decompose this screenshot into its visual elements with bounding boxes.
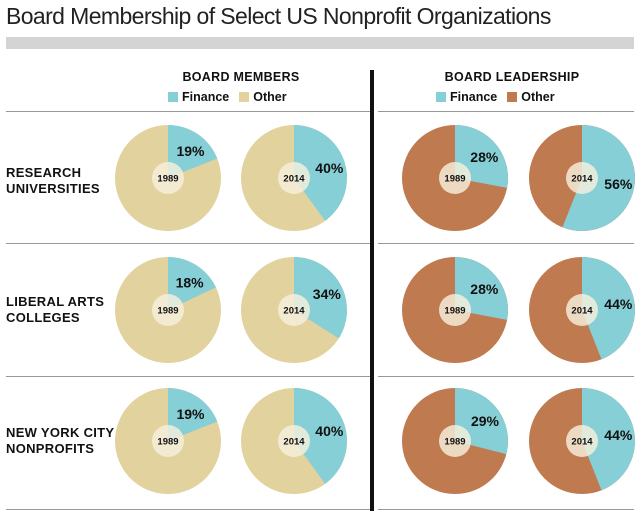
pie-center xyxy=(566,425,598,457)
pie-center xyxy=(439,425,471,457)
legend-item-other: Other xyxy=(507,90,555,104)
pie-year-label: 1989 xyxy=(157,306,178,317)
pie-2014: 2014 34% xyxy=(241,257,348,363)
pie-slice-finance xyxy=(562,125,635,231)
pie-finance-label: 40% xyxy=(315,423,344,439)
legend-board-leadership: Finance Other xyxy=(436,90,565,104)
legend-swatch-finance xyxy=(436,92,446,102)
pie-finance-label: 18% xyxy=(176,274,205,290)
legend-item-finance: Finance xyxy=(168,90,229,104)
legend-item-other: Other xyxy=(239,90,287,104)
pie-center xyxy=(152,162,184,194)
pie-finance-label: 44% xyxy=(604,296,633,312)
pie-year-label: 1989 xyxy=(444,174,465,185)
pie-year-label: 2014 xyxy=(571,306,593,317)
row-divider xyxy=(378,509,634,510)
row-label-line: NEW YORK CITY xyxy=(6,425,115,440)
pie-1989: 1989 18% xyxy=(115,257,221,363)
pie-slice-finance xyxy=(168,257,216,310)
pie-year-label: 1989 xyxy=(157,437,178,448)
pie-finance-label: 34% xyxy=(313,286,342,302)
legend-label: Finance xyxy=(182,90,230,104)
pie-slice-finance xyxy=(582,257,636,360)
pie-year-label: 2014 xyxy=(571,174,593,185)
pie-center xyxy=(566,294,598,326)
legend-board-members: Finance Other xyxy=(168,90,297,104)
pie-finance-label: 19% xyxy=(176,406,205,422)
pie-finance-label: 28% xyxy=(470,281,499,297)
pie-year-label: 2014 xyxy=(283,306,305,317)
row-divider xyxy=(6,243,370,244)
pie-center xyxy=(152,425,184,457)
pie-1989: 1989 19% xyxy=(115,388,221,494)
title-rule xyxy=(6,37,634,49)
pie-slice-finance xyxy=(294,388,348,484)
legend-swatch-finance xyxy=(168,92,178,102)
pie-year-label: 1989 xyxy=(157,174,178,185)
pie-year-label: 1989 xyxy=(444,306,465,317)
pie-finance-label: 19% xyxy=(176,143,205,159)
pie-2014: 2014 56% xyxy=(529,125,635,231)
row-label-line: NONPROFITS xyxy=(6,441,95,456)
group-title-board-members: BOARD MEMBERS xyxy=(182,70,300,84)
legend-label: Finance xyxy=(450,90,498,104)
pie-center xyxy=(278,162,310,194)
row-label-line: RESEARCH xyxy=(6,165,82,180)
pie-finance-label: 56% xyxy=(604,176,633,192)
pie-finance-label: 44% xyxy=(604,427,633,443)
pie-center xyxy=(278,425,310,457)
pie-1989: 1989 29% xyxy=(402,388,508,494)
row-label-liberal-arts-colleges: LIBERAL ARTS COLLEGES xyxy=(6,294,104,326)
row-divider xyxy=(6,509,370,510)
pie-year-label: 2014 xyxy=(571,437,593,448)
pie-center xyxy=(278,294,310,326)
pie-1989: 1989 19% xyxy=(115,124,221,231)
pie-2014: 2014 44% xyxy=(529,257,636,363)
row-label-line: COLLEGES xyxy=(6,310,80,325)
legend-item-finance: Finance xyxy=(436,90,497,104)
legend-label: Other xyxy=(253,90,287,104)
row-divider xyxy=(378,376,634,377)
row-divider xyxy=(378,243,634,244)
row-divider xyxy=(6,376,370,377)
pie-finance-label: 28% xyxy=(470,149,499,165)
row-label-nyc-nonprofits: NEW YORK CITY NONPROFITS xyxy=(6,425,114,457)
pie-2014: 2014 40% xyxy=(241,388,348,494)
pie-finance-label: 29% xyxy=(471,413,500,429)
pie-year-label: 2014 xyxy=(283,437,305,448)
pie-center xyxy=(152,294,184,326)
pie-year-label: 2014 xyxy=(283,174,305,185)
pie-slice-finance xyxy=(294,125,348,221)
legend-swatch-other xyxy=(507,92,518,102)
row-label-line: LIBERAL ARTS xyxy=(6,294,105,309)
pie-1989: 1989 28% xyxy=(402,125,508,231)
pie-1989: 1989 28% xyxy=(402,257,508,363)
group-title-board-leadership: BOARD LEADERSHIP xyxy=(444,70,580,84)
pie-slice-finance xyxy=(168,124,218,178)
pie-2014: 2014 40% xyxy=(241,125,348,231)
pie-center xyxy=(439,162,471,194)
row-divider xyxy=(378,111,634,112)
legend-label: Other xyxy=(521,90,555,104)
pie-center xyxy=(566,162,598,194)
pie-center xyxy=(439,294,471,326)
pie-2014: 2014 44% xyxy=(529,388,636,494)
row-divider xyxy=(6,111,370,112)
row-label-research-universities: RESEARCH UNIVERSITIES xyxy=(6,165,100,197)
row-label-line: UNIVERSITIES xyxy=(6,181,100,196)
pie-slice-finance xyxy=(582,388,636,491)
pie-finance-label: 40% xyxy=(315,160,344,176)
pie-slice-finance xyxy=(168,388,218,441)
pie-year-label: 1989 xyxy=(444,437,465,448)
chart-title: Board Membership of Select US Nonprofit … xyxy=(6,3,551,29)
legend-swatch-other xyxy=(239,92,250,102)
group-divider xyxy=(370,70,374,511)
